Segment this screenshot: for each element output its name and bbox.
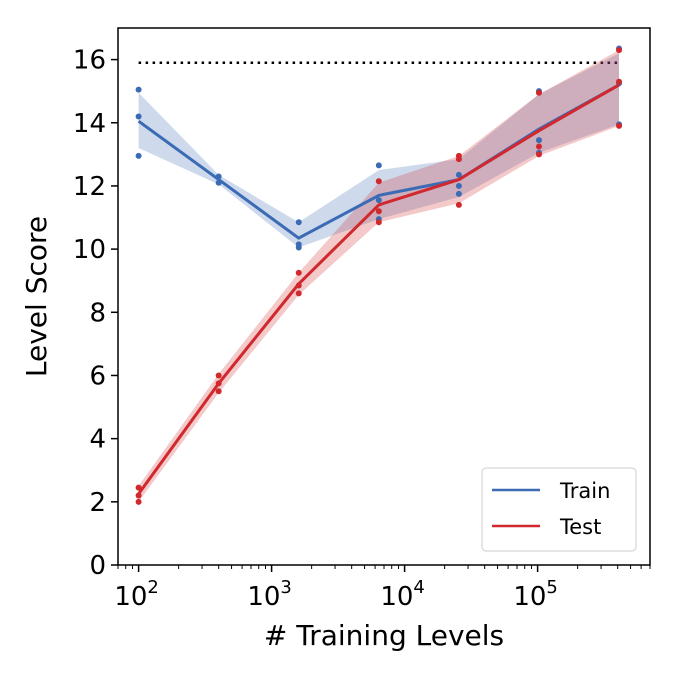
data-point-test	[295, 282, 302, 289]
data-point-test	[535, 89, 542, 96]
y-tick-label: 8	[89, 298, 106, 328]
y-tick-label: 10	[73, 235, 106, 265]
y-tick-label: 16	[73, 46, 106, 76]
data-point-test	[455, 156, 462, 163]
data-point-test	[135, 492, 142, 499]
y-axis-title: Level Score	[20, 216, 53, 377]
data-point-test	[616, 78, 623, 85]
data-point-train	[535, 137, 542, 144]
data-point-test	[375, 219, 382, 226]
x-tick-label: 105	[513, 577, 558, 612]
y-tick-label: 4	[89, 425, 106, 455]
data-point-train	[455, 171, 462, 178]
data-point-train	[295, 244, 302, 251]
data-point-train	[375, 162, 382, 169]
data-point-test	[215, 380, 222, 387]
y-tick-label: 14	[73, 109, 106, 139]
y-tick-label: 12	[73, 172, 106, 202]
data-point-train	[455, 190, 462, 197]
data-point-train	[215, 173, 222, 180]
data-point-test	[616, 122, 623, 129]
x-axis: 102 103 104 105	[114, 565, 651, 612]
x-tick-label: 104	[380, 577, 425, 612]
data-point-test	[135, 498, 142, 505]
data-point-test	[535, 151, 542, 158]
plot-area	[135, 45, 623, 505]
x-axis-title: # Training Levels	[264, 619, 504, 652]
confidence-band-train	[138, 53, 619, 248]
y-tick-label: 6	[89, 361, 106, 391]
y-axis: 0 2 4 6 8 10 12 14 16	[73, 46, 118, 581]
legend-label-train: Train	[559, 479, 610, 503]
confidence-band-test	[138, 50, 619, 502]
x-tick-label: 103	[247, 577, 292, 612]
legend-box	[481, 467, 637, 552]
data-point-train	[135, 152, 142, 159]
data-point-train	[295, 219, 302, 226]
data-point-train	[135, 86, 142, 93]
data-point-train	[375, 197, 382, 204]
data-point-test	[295, 269, 302, 276]
data-point-test	[215, 372, 222, 379]
data-point-train	[455, 182, 462, 189]
legend-label-test: Test	[559, 515, 601, 539]
data-point-test	[535, 143, 542, 150]
y-tick-label: 2	[89, 488, 106, 518]
data-point-test	[616, 47, 623, 54]
data-point-test	[215, 388, 222, 395]
data-point-test	[455, 201, 462, 208]
data-point-train	[135, 113, 142, 120]
data-point-test	[135, 484, 142, 491]
legend: Train Test	[481, 467, 637, 552]
data-point-test	[375, 208, 382, 215]
data-point-test	[375, 178, 382, 185]
data-point-test	[295, 290, 302, 297]
data-point-train	[215, 179, 222, 186]
y-tick-label: 0	[89, 551, 106, 581]
x-tick-label: 102	[114, 577, 159, 612]
